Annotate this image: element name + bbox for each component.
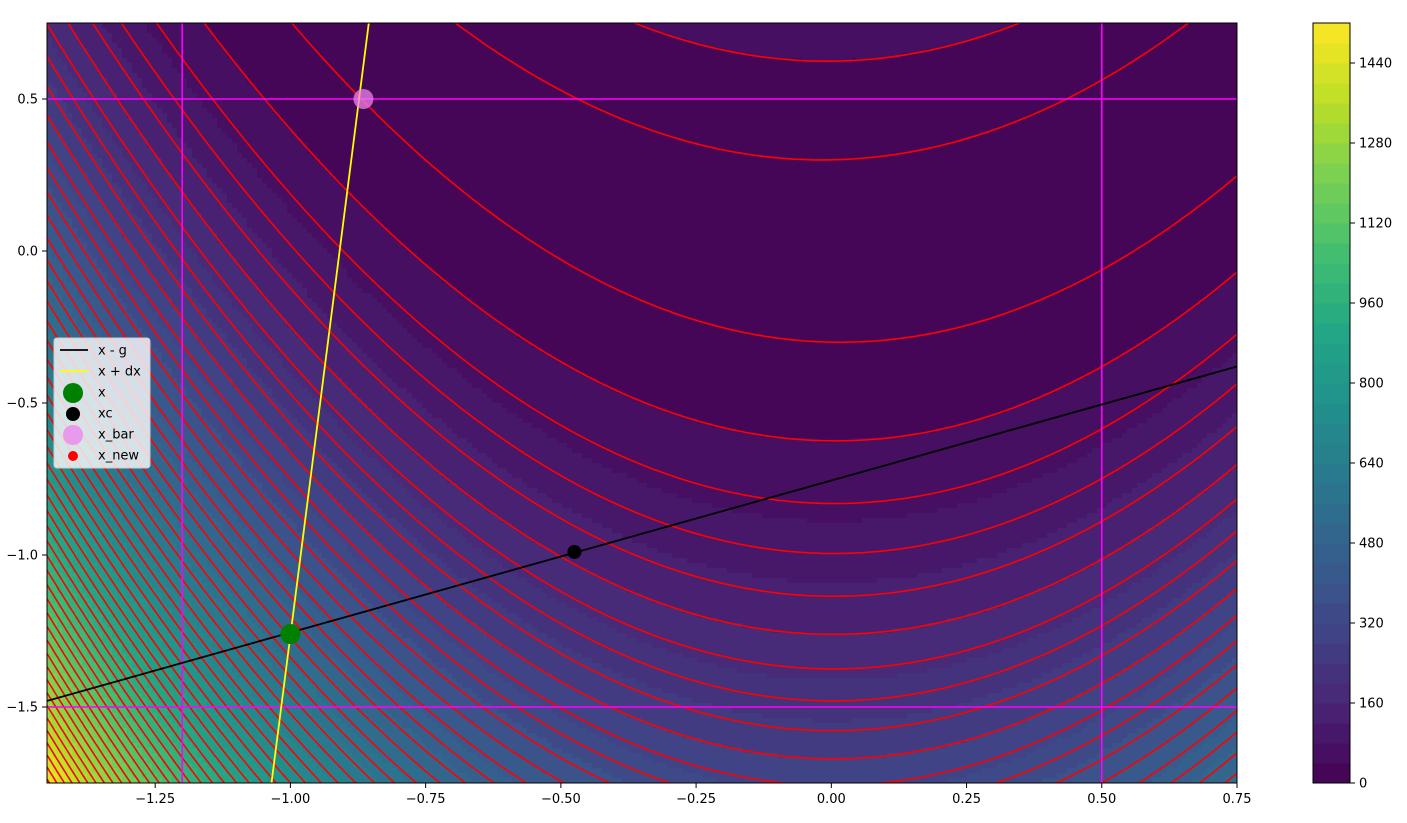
y-tick-label: −1.5 xyxy=(6,701,38,716)
legend-swatch-x xyxy=(63,383,83,403)
colorbar-tick-label: 480 xyxy=(1359,537,1384,552)
colorbar-band xyxy=(1313,723,1350,744)
legend: x - g x + dx x xc x_bar x_new xyxy=(54,338,150,468)
colorbar-band xyxy=(1313,303,1350,324)
colorbar-tick-label: 1120 xyxy=(1359,217,1392,232)
colorbar-band xyxy=(1313,423,1350,444)
x-tick-label: 0.00 xyxy=(817,792,846,807)
colorbar-band xyxy=(1313,643,1350,664)
colorbar-tick-label: 960 xyxy=(1359,297,1384,312)
y-tick-label: 0.5 xyxy=(17,93,38,108)
colorbar-band xyxy=(1313,123,1350,144)
filled-contour-surface xyxy=(47,23,1238,784)
colorbar-band xyxy=(1313,343,1350,364)
colorbar-band xyxy=(1313,143,1350,164)
x-tick-label: −0.50 xyxy=(541,792,581,807)
x-tick-label: −1.25 xyxy=(135,792,175,807)
colorbar-band xyxy=(1313,743,1350,764)
colorbar-band xyxy=(1313,183,1350,204)
colorbar-band xyxy=(1313,503,1350,524)
colorbar-band xyxy=(1313,63,1350,84)
x-tick-label: −0.75 xyxy=(406,792,446,807)
legend-label-x-g: x - g xyxy=(98,344,127,359)
colorbar-band xyxy=(1313,383,1350,404)
colorbar-band xyxy=(1313,243,1350,264)
colorbar-band xyxy=(1313,443,1350,464)
x-tick-label: 0.50 xyxy=(1087,792,1116,807)
colorbar-band xyxy=(1313,223,1350,244)
colorbar-band xyxy=(1313,323,1350,344)
scatter-point-x xyxy=(280,624,300,644)
y-tick-label: 0.0 xyxy=(17,245,38,260)
colorbar-band xyxy=(1313,663,1350,684)
y-tick-label: −1.0 xyxy=(6,549,38,564)
colorbar-band xyxy=(1313,203,1350,224)
legend-label-xc: xc xyxy=(98,407,113,422)
y-tick-label: −0.5 xyxy=(6,397,38,412)
colorbar-tick-label: 320 xyxy=(1359,617,1384,632)
colorbar-band xyxy=(1313,523,1350,544)
legend-label-x_bar: x_bar xyxy=(98,428,134,443)
scatter-point-x_bar xyxy=(353,89,373,109)
colorbar-band xyxy=(1313,83,1350,104)
colorbar-band xyxy=(1313,763,1350,784)
colorbar-band xyxy=(1313,103,1350,124)
colorbar-tick-label: 160 xyxy=(1359,697,1384,712)
colorbar-tick-label: 640 xyxy=(1359,457,1384,472)
colorbar-band xyxy=(1313,23,1350,44)
colorbar-band xyxy=(1313,623,1350,644)
legend-label-x: x xyxy=(98,386,106,401)
legend-label-x_new: x_new xyxy=(98,449,139,464)
colorbar-tick-label: 800 xyxy=(1359,377,1384,392)
colorbar-band xyxy=(1313,483,1350,504)
colorbar: 0 160 320 480 640 800 960 1120 1280 1440 xyxy=(1313,23,1392,792)
colorbar-band xyxy=(1313,163,1350,184)
legend-label-x-dx: x + dx xyxy=(98,365,141,380)
legend-swatch-xc xyxy=(66,407,80,421)
x-tick-label: 0.75 xyxy=(1223,792,1252,807)
colorbar-band xyxy=(1313,703,1350,724)
legend-swatch-x_new xyxy=(68,451,78,461)
colorbar-band xyxy=(1313,603,1350,624)
colorbar-band xyxy=(1313,543,1350,564)
colorbar-band xyxy=(1313,463,1350,484)
colorbar-band xyxy=(1313,283,1350,304)
colorbar-tick-label: 0 xyxy=(1359,777,1367,792)
x-tick-label: −0.25 xyxy=(676,792,716,807)
colorbar-band xyxy=(1313,583,1350,604)
colorbar-band xyxy=(1313,683,1350,704)
legend-swatch-x_bar xyxy=(63,425,83,445)
x-tick-label: 0.25 xyxy=(952,792,981,807)
colorbar-band xyxy=(1313,363,1350,384)
colorbar-band xyxy=(1313,563,1350,584)
colorbar-band xyxy=(1313,403,1350,424)
scatter-point-xc xyxy=(567,545,581,559)
x-tick-label: −1.00 xyxy=(270,792,310,807)
colorbar-tick-label: 1440 xyxy=(1359,57,1392,72)
colorbar-band xyxy=(1313,263,1350,284)
colorbar-band xyxy=(1313,43,1350,64)
colorbar-tick-label: 1280 xyxy=(1359,137,1392,152)
